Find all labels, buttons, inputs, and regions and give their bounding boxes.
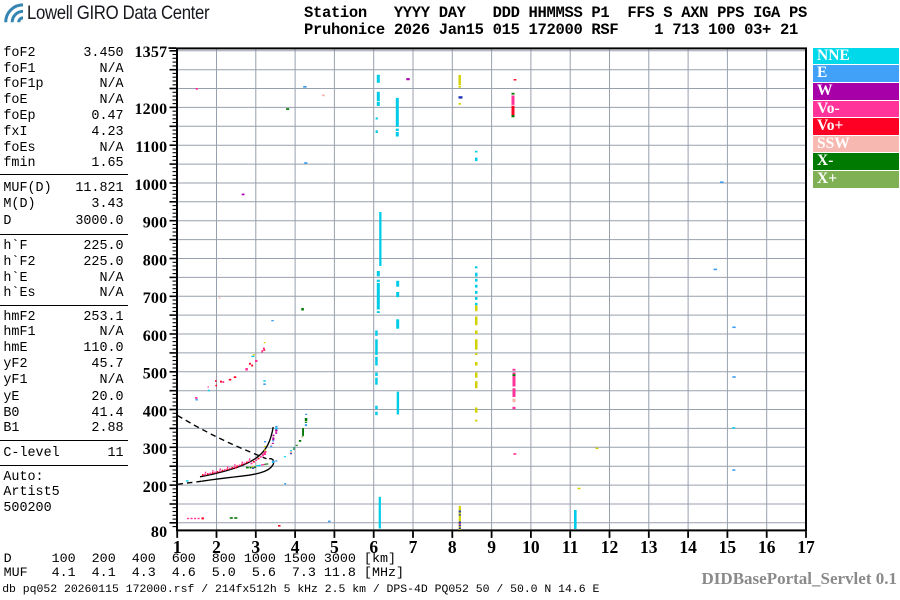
svg-text:10: 10 xyxy=(522,537,540,557)
svg-text:2: 2 xyxy=(212,537,221,557)
svg-text:400: 400 xyxy=(143,403,168,420)
svg-text:700: 700 xyxy=(143,290,168,307)
svg-text:15: 15 xyxy=(719,537,737,557)
svg-text:1200: 1200 xyxy=(134,101,167,118)
svg-text:800: 800 xyxy=(143,252,168,269)
svg-text:8: 8 xyxy=(448,537,457,557)
svg-text:12: 12 xyxy=(601,537,619,557)
svg-text:5: 5 xyxy=(330,537,339,557)
svg-text:1100: 1100 xyxy=(135,139,167,156)
svg-text:500: 500 xyxy=(143,366,168,383)
svg-text:6: 6 xyxy=(369,537,378,557)
svg-text:600: 600 xyxy=(143,328,168,345)
svg-text:1000: 1000 xyxy=(134,177,167,194)
svg-text:7: 7 xyxy=(409,537,418,557)
svg-text:14: 14 xyxy=(679,537,697,557)
svg-text:4: 4 xyxy=(291,537,300,557)
svg-text:16: 16 xyxy=(758,537,776,557)
svg-text:17: 17 xyxy=(797,537,815,557)
svg-text:900: 900 xyxy=(143,215,168,232)
svg-text:11: 11 xyxy=(562,537,579,557)
svg-text:3: 3 xyxy=(251,537,260,557)
svg-text:200: 200 xyxy=(143,479,168,496)
svg-text:13: 13 xyxy=(640,537,658,557)
svg-text:1: 1 xyxy=(173,537,182,557)
svg-text:300: 300 xyxy=(143,441,168,458)
svg-text:9: 9 xyxy=(487,537,496,557)
svg-text:1357: 1357 xyxy=(134,44,167,61)
svg-text:80: 80 xyxy=(151,524,167,541)
